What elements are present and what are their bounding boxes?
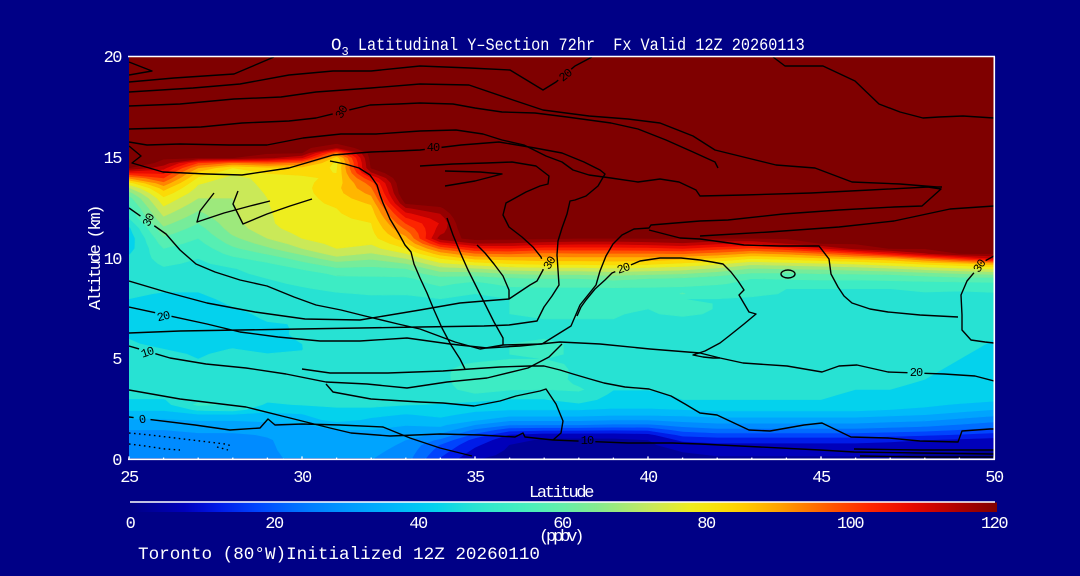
svg-text:40: 40 [409,515,428,534]
svg-text:(ppbv): (ppbv) [539,528,583,547]
svg-text:120: 120 [981,515,1008,534]
svg-text:100: 100 [837,515,864,534]
svg-text:Latitude: Latitude [529,484,594,503]
svg-text:10: 10 [581,434,594,448]
svg-text:40: 40 [639,469,658,488]
svg-text:5: 5 [112,351,122,370]
svg-text:20: 20 [615,260,632,277]
svg-text:20: 20 [156,308,172,325]
svg-text:25: 25 [120,469,139,488]
svg-text:45: 45 [812,469,831,488]
svg-text:50: 50 [985,469,1004,488]
svg-text:10: 10 [104,251,123,270]
svg-text:0: 0 [126,515,136,534]
svg-text:35: 35 [466,469,485,488]
svg-text:30: 30 [293,469,312,488]
svg-text:10: 10 [139,344,156,361]
svg-text:20: 20 [910,366,923,380]
svg-text:0: 0 [112,452,122,471]
svg-text:O3 Latitudinal Y–Section 72hr: O3 Latitudinal Y–Section 72hr Fx Valid 1… [331,36,805,59]
svg-text:20: 20 [104,49,123,68]
svg-text:15: 15 [104,150,123,169]
svg-text:80: 80 [697,515,716,534]
svg-text:60: 60 [553,515,572,534]
svg-text:0: 0 [138,412,147,427]
svg-text:Altitude (km): Altitude (km) [87,206,106,310]
svg-text:40: 40 [427,141,440,155]
svg-text:Toronto (80°W)Initialized 12Z: Toronto (80°W)Initialized 12Z 20260110 [138,545,540,565]
svg-text:20: 20 [265,515,284,534]
